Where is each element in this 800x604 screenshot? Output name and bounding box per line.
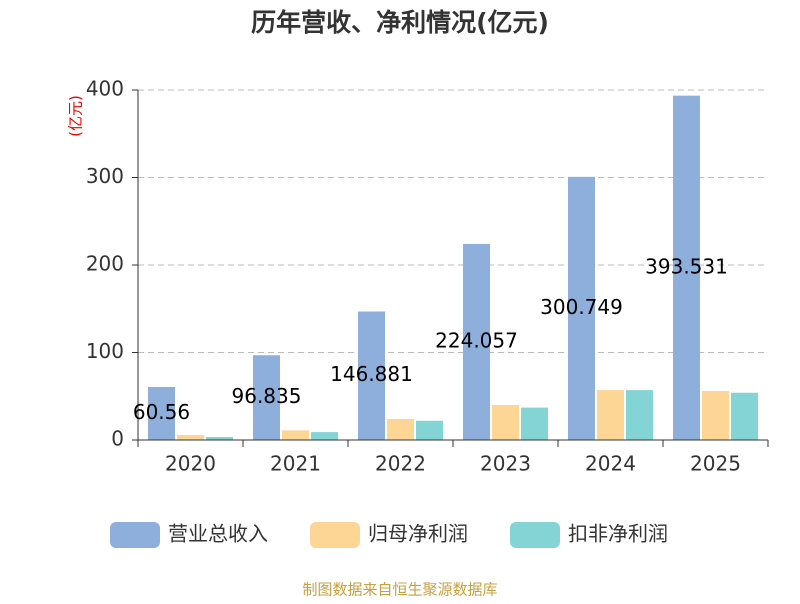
bar xyxy=(311,432,338,440)
bar xyxy=(358,311,385,440)
value-label: 224.057 xyxy=(435,328,518,352)
y-tick-label: 300 xyxy=(86,164,124,188)
bar xyxy=(148,387,175,440)
bar xyxy=(673,95,700,441)
bar xyxy=(521,407,548,440)
x-tick-label: 2023 xyxy=(480,452,531,476)
value-label: 60.56 xyxy=(133,400,190,424)
x-tick-label: 2024 xyxy=(585,452,636,476)
y-tick-label: 200 xyxy=(86,252,124,276)
bar xyxy=(416,420,443,440)
value-label: 96.835 xyxy=(232,384,302,408)
x-tick-label: 2025 xyxy=(690,452,741,476)
source-note: 制图数据来自恒生聚源数据库 xyxy=(302,581,497,599)
x-tick-label: 2021 xyxy=(270,452,321,476)
bar xyxy=(282,430,309,440)
chart-title: 历年营收、净利情况(亿元) xyxy=(251,8,549,37)
y-axis-label: (亿元) xyxy=(67,95,85,137)
x-tick-label: 2020 xyxy=(165,452,216,476)
legend-label: 扣非净利润 xyxy=(568,522,668,546)
bar xyxy=(463,243,490,440)
bar xyxy=(177,435,204,440)
bar xyxy=(597,390,624,440)
bar xyxy=(253,355,280,440)
value-label: 393.531 xyxy=(645,254,728,278)
bar xyxy=(731,392,758,440)
bar xyxy=(206,437,233,440)
value-label: 300.749 xyxy=(540,295,623,319)
bar xyxy=(387,419,414,440)
bar xyxy=(492,405,519,440)
legend-label: 归母净利润 xyxy=(368,522,468,546)
bar xyxy=(626,390,653,440)
legend-swatch xyxy=(310,522,360,548)
legend-label: 营业总收入 xyxy=(168,522,268,546)
bar xyxy=(568,176,595,441)
legend-swatch xyxy=(510,522,560,548)
bar xyxy=(702,391,729,440)
y-tick-label: 100 xyxy=(86,339,124,363)
y-tick-label: 0 xyxy=(111,427,124,451)
y-tick-label: 400 xyxy=(86,77,124,101)
value-label: 146.881 xyxy=(330,362,413,386)
x-tick-label: 2022 xyxy=(375,452,426,476)
legend-swatch xyxy=(110,522,160,548)
